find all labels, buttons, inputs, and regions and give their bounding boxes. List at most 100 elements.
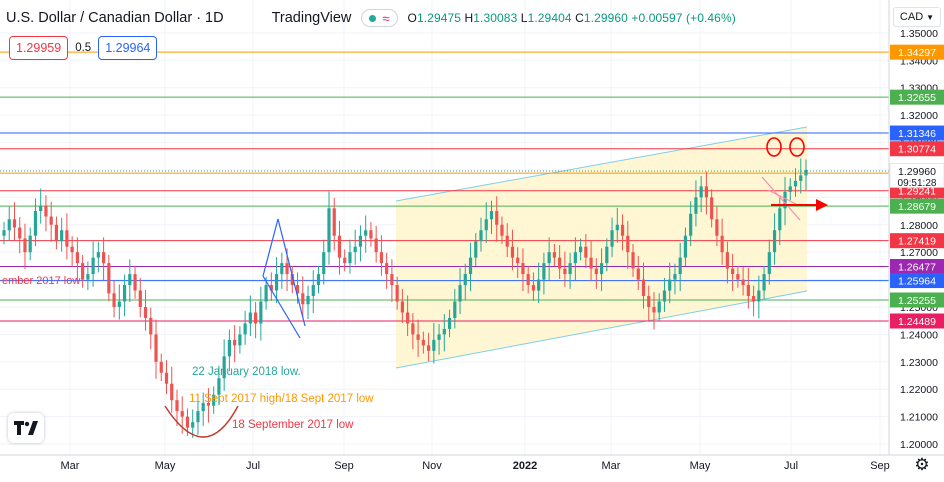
candle-body — [537, 279, 541, 291]
candle-body — [631, 252, 635, 269]
annotation-sept-2017-low-partial: ember 2017 low — [2, 275, 80, 287]
candle-body — [599, 263, 604, 275]
annotation-labels: ember 2017 low 22 January 2018 low. 11 S… — [2, 275, 374, 431]
buy-button[interactable]: 1.29964 — [98, 36, 158, 60]
candle-body — [170, 383, 174, 401]
candle-body — [385, 263, 389, 275]
candle-body — [652, 306, 656, 313]
candle-body — [159, 361, 163, 373]
level-tag-label: 1.25964 — [898, 276, 936, 288]
low-value: 1.29404 — [527, 11, 572, 25]
candle-body — [353, 246, 357, 253]
candle-body — [626, 235, 630, 253]
chart-drawings — [164, 137, 828, 438]
candle-body — [395, 285, 399, 302]
candle-body — [400, 301, 404, 313]
candle-body — [741, 279, 745, 286]
level-tag-label: 1.26477 — [898, 262, 936, 274]
candle-body — [269, 285, 273, 291]
candle-body — [447, 317, 452, 329]
open-label: O — [407, 11, 417, 25]
level-tag-bg — [890, 233, 944, 249]
price-tick-label: 1.24000 — [900, 329, 938, 341]
candle-body — [49, 216, 53, 225]
currency-value: CAD — [899, 11, 924, 23]
spread-value: 0.5 — [75, 42, 92, 54]
level-tag-bg — [890, 125, 944, 141]
candle-body — [316, 274, 321, 286]
candle-body — [196, 411, 200, 423]
time-tick-label: May — [155, 460, 176, 472]
currency-selector[interactable]: CAD ▼ — [893, 7, 941, 27]
candle-body — [662, 290, 667, 302]
candle-body — [358, 235, 363, 247]
candle-body — [143, 306, 148, 318]
candle-body — [164, 372, 169, 384]
horizontal-levels — [0, 51, 889, 322]
gear-icon[interactable]: ⚙ — [914, 455, 930, 474]
top-marker-circle-2 — [789, 137, 805, 157]
status-pill[interactable]: ≈ — [361, 9, 398, 27]
candle-body — [720, 235, 724, 253]
candle-body — [416, 334, 420, 340]
candle-body — [212, 394, 216, 406]
candle-body — [301, 293, 305, 305]
candle-body — [154, 334, 158, 362]
candle-body — [799, 175, 803, 181]
candle-body — [521, 263, 525, 275]
candle-body — [778, 208, 782, 231]
candle-body — [117, 301, 121, 307]
candle-body — [426, 345, 431, 351]
candle-body — [369, 230, 373, 239]
candle-body — [437, 334, 441, 340]
level-tag-bg — [890, 141, 944, 157]
candle-body — [39, 205, 43, 212]
low-label: L — [520, 11, 528, 25]
candle-body — [542, 263, 546, 280]
candle-body — [175, 400, 179, 412]
level-tag-label: 1.24489 — [898, 316, 936, 328]
price-tick-label: 1.23000 — [900, 357, 938, 369]
candle-body — [516, 257, 520, 264]
candle-body — [594, 268, 598, 275]
candle-body — [762, 274, 766, 291]
level-tag-label: 1.32655 — [898, 92, 936, 104]
candle-body — [101, 252, 106, 264]
candle-body — [647, 296, 651, 307]
symbol-title[interactable]: U.S. Dollar / Canadian Dollar · 1D — [6, 10, 224, 26]
price-axis[interactable]: 1.200001.210001.220001.230001.240001.250… — [888, 0, 944, 455]
candle-body — [149, 317, 153, 335]
candle-body — [191, 422, 195, 428]
level-tag-label: 1.31346 — [898, 128, 936, 140]
candle-body — [704, 186, 709, 198]
price-tick-label: 1.21000 — [900, 412, 938, 424]
candle-body — [217, 378, 221, 395]
price-tick-label: 1.22000 — [900, 384, 938, 396]
candle-body — [694, 197, 698, 214]
tradingview-logo-icon[interactable] — [8, 413, 44, 443]
candle-body — [489, 211, 494, 220]
time-axis[interactable]: Mar May Jul Sep Nov 2022 Mar May Jul Sep — [0, 454, 944, 472]
level-tag-bg — [890, 44, 944, 60]
candle-body — [605, 246, 609, 264]
change-value: +0.00597 (+0.46%) — [631, 11, 736, 25]
level-tag-bg — [890, 89, 944, 105]
candle-body — [736, 274, 740, 280]
time-tick-label: Mar — [61, 460, 80, 472]
candle-body — [227, 339, 231, 357]
candle-body — [201, 402, 205, 412]
candle-body — [133, 274, 137, 291]
candle-body — [563, 268, 567, 275]
candle-body — [668, 279, 672, 291]
sell-button[interactable]: 1.29959 — [9, 36, 69, 60]
current-price-tag-bg — [889, 163, 944, 188]
current-price-tag-label: 1.29960 — [898, 166, 936, 178]
candle-body — [280, 263, 284, 275]
chevron-down-icon: ▼ — [926, 12, 935, 22]
candle-body — [657, 301, 661, 313]
candle-body — [379, 252, 384, 264]
candlestick-series — [2, 158, 808, 439]
time-tick-label: 2022 — [513, 460, 537, 472]
candle-body — [60, 230, 64, 242]
